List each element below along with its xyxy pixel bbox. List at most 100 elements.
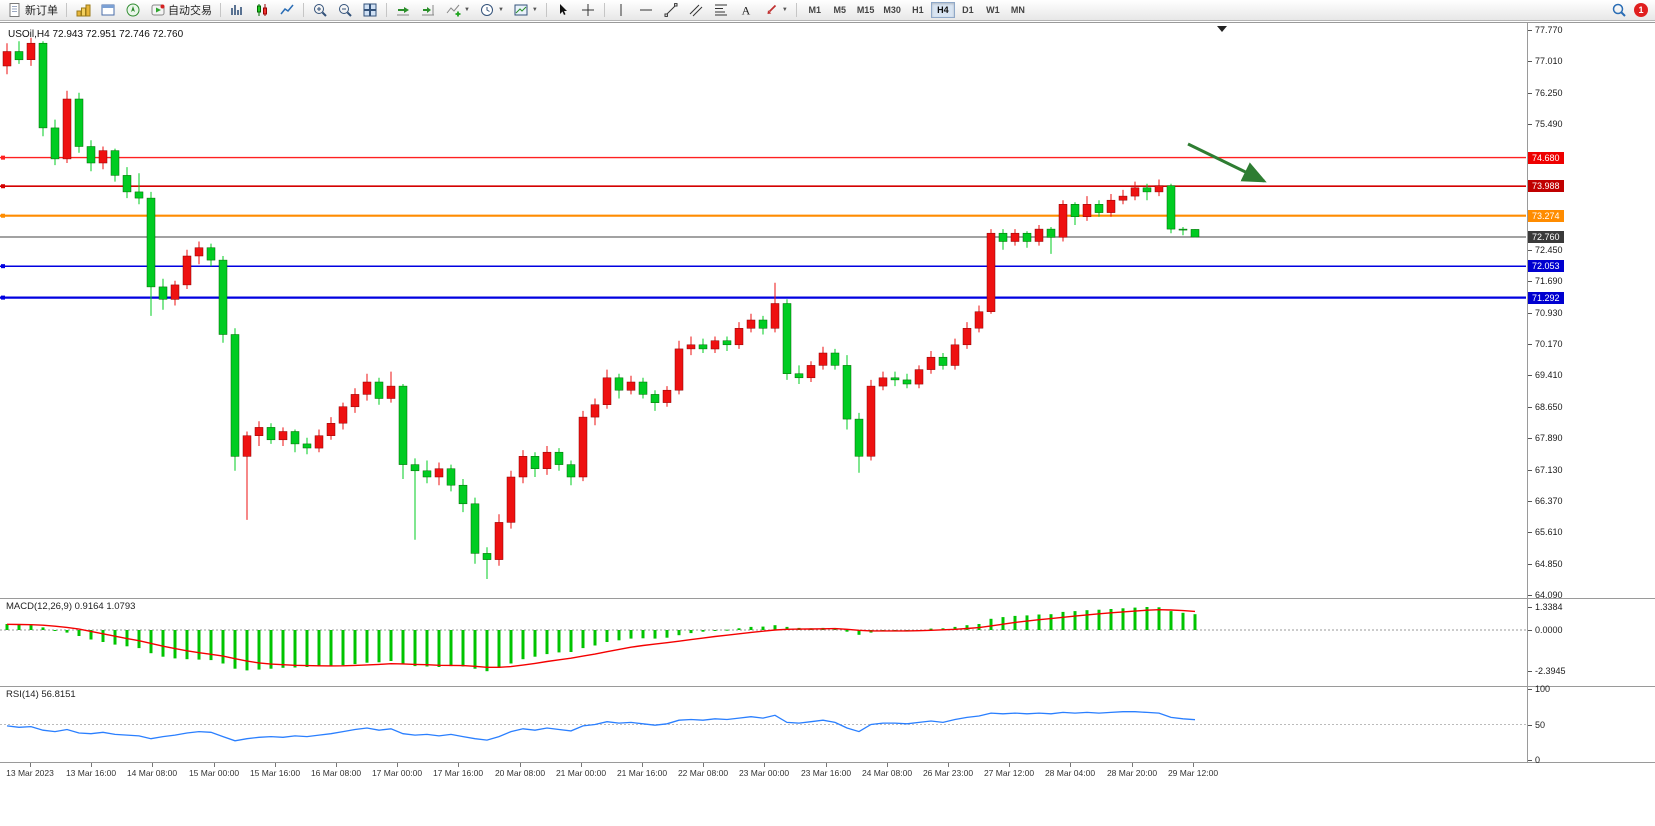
timeframe-button-mn[interactable]: MN (1006, 2, 1030, 18)
market-watch-button[interactable] (71, 1, 95, 19)
time-label: 27 Mar 12:00 (983, 768, 1035, 778)
vertical-line-icon (620, 4, 622, 16)
axis-label: 0.0000 (1535, 625, 1563, 635)
time-tick (91, 763, 92, 767)
candlestick-chart-button[interactable] (250, 1, 274, 19)
timeframe-button-m5[interactable]: M5 (828, 2, 852, 18)
horizontal-line-button[interactable] (634, 1, 658, 19)
axis-tick (1528, 344, 1532, 345)
templates-button[interactable]: ▼ (509, 1, 542, 19)
macd-label: MACD(12,26,9) 0.9164 1.0793 (6, 601, 136, 612)
price-chart[interactable] (0, 23, 1526, 599)
tile-windows-button[interactable] (358, 1, 382, 19)
line-chart-button[interactable] (275, 1, 299, 19)
new-order-icon (9, 3, 20, 17)
axis-tick (1528, 760, 1532, 761)
equidistant-channel-button[interactable] (684, 1, 708, 19)
timeframe-button-h1[interactable]: H1 (906, 2, 930, 18)
toolbar-separator (386, 3, 387, 17)
arrows-tool-button[interactable]: ▼ (759, 1, 792, 19)
trendline-button[interactable] (659, 1, 683, 19)
time-label: 28 Mar 04:00 (1044, 768, 1096, 778)
time-tick (397, 763, 398, 767)
auto-trading-button[interactable]: 自动交易 (146, 1, 216, 19)
timeframe-button-w1[interactable]: W1 (981, 2, 1005, 18)
dropdown-caret-icon: ▼ (531, 7, 538, 13)
time-label: 15 Mar 00:00 (188, 768, 240, 778)
toolbar-separator (545, 3, 547, 17)
time-tick (152, 763, 153, 767)
axis-tick (1528, 438, 1532, 439)
toolbar-separator (66, 3, 67, 17)
fibonacci-icon (714, 4, 727, 16)
axis-label: 100 (1535, 684, 1551, 694)
timeframe-button-m1[interactable]: M1 (803, 2, 827, 18)
toolbar-separator (220, 3, 221, 17)
time-label: 21 Mar 16:00 (616, 768, 668, 778)
macd-panel[interactable] (0, 599, 1526, 685)
timeframe-button-m30[interactable]: M30 (879, 2, 905, 18)
axis-tick (1528, 725, 1532, 726)
time-tick (581, 763, 582, 767)
rsi-panel[interactable] (0, 687, 1526, 761)
panel-separator[interactable] (0, 598, 1655, 599)
periods-button[interactable]: ▼ (475, 1, 508, 19)
cursor-button[interactable] (551, 1, 575, 19)
axis-tick (1528, 281, 1532, 282)
time-label: 13 Mar 2023 (6, 768, 54, 778)
fibonacci-button[interactable] (709, 1, 733, 19)
notification-badge[interactable]: 1 (1634, 3, 1648, 17)
time-tick (642, 763, 643, 767)
crosshair-button[interactable] (576, 1, 600, 19)
axis-label: 75.490 (1535, 119, 1563, 129)
axis-label: 70.170 (1535, 339, 1563, 349)
auto-scroll-button[interactable] (391, 1, 415, 19)
time-tick (887, 763, 888, 767)
dropdown-caret-icon: ▼ (464, 7, 470, 13)
timeframe-button-h4[interactable]: H4 (930, 2, 955, 18)
time-label: 17 Mar 16:00 (432, 768, 484, 778)
time-label: 16 Mar 08:00 (310, 768, 362, 778)
time-label: 22 Mar 08:00 (677, 768, 729, 778)
time-tick (1070, 763, 1071, 767)
indicators-button[interactable]: ▼ (441, 1, 474, 19)
chart-shift-marker[interactable] (1217, 26, 1227, 32)
time-tick (30, 763, 31, 767)
tile-windows-icon (363, 3, 377, 17)
time-label: 29 Mar 12:00 (1167, 768, 1219, 778)
axis-tick (1528, 470, 1532, 471)
data-window-button[interactable] (96, 1, 120, 19)
price-label-badge: 72.053 (1528, 260, 1564, 272)
timeframe-button-m15[interactable]: M15 (853, 2, 879, 18)
zoom-in-button[interactable] (308, 1, 332, 19)
new-order-button[interactable]: 新订单 (3, 1, 62, 19)
axis-label: 77.770 (1535, 25, 1563, 35)
axis-tick (1528, 313, 1532, 314)
toolbar-separator (303, 3, 304, 17)
line-chart-icon (280, 4, 294, 15)
zoom-out-button[interactable] (333, 1, 357, 19)
vertical-line-button[interactable] (609, 1, 633, 19)
bar-chart-button[interactable] (225, 1, 249, 19)
axis-tick (1528, 30, 1532, 31)
arrow-tool-icon (767, 4, 776, 14)
timeframe-button-d1[interactable]: D1 (956, 2, 980, 18)
toolbar-separator (795, 3, 797, 17)
text-tool-button[interactable]: A (734, 1, 758, 19)
trend-arrow-annotation[interactable] (1187, 142, 1267, 183)
panel-separator[interactable] (0, 686, 1655, 687)
time-tick (1193, 763, 1194, 767)
candlestick-chart-icon (257, 4, 267, 16)
time-label: 28 Mar 20:00 (1106, 768, 1158, 778)
panel-separator (0, 22, 1655, 23)
chart-shift-button[interactable] (416, 1, 440, 19)
axis-label: 0 (1535, 755, 1541, 765)
search-button[interactable] (1607, 1, 1631, 19)
time-tick (214, 763, 215, 767)
navigator-button[interactable] (121, 1, 145, 19)
axis-tick (1528, 564, 1532, 565)
axis-tick (1528, 671, 1532, 672)
new-order-label: 新订单 (25, 5, 58, 17)
dropdown-caret-icon: ▼ (497, 7, 504, 13)
axis-label: 76.250 (1535, 88, 1563, 98)
